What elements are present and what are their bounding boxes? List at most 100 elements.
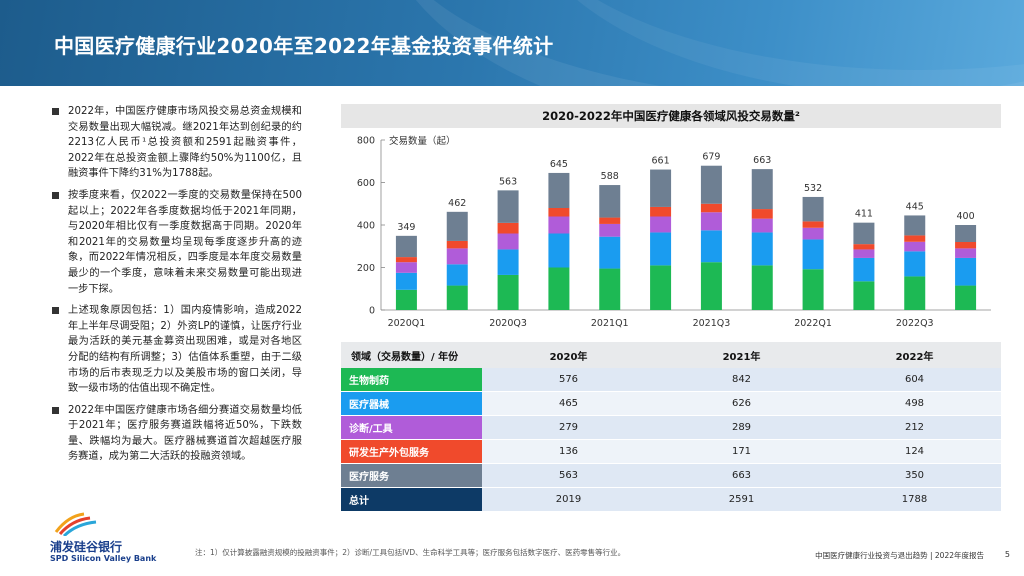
table-cell: 124 [828,439,1001,464]
table-cell: 604 [828,368,1001,392]
page-title: 中国医疗健康行业2020年至2022年基金投资事件统计 [54,34,554,58]
table-row-label: 总计 [341,487,482,512]
bar-segment [650,232,672,266]
bar-segment [904,276,926,310]
bullet-item: 2022年中国医疗健康市场各细分赛道交易数量均低于2021年；医疗服务赛道跌幅将… [52,403,302,465]
table-row: 医疗器械 465 626 498 [341,391,1001,416]
bar-total-label: 349 [397,222,415,233]
bar-total-label: 645 [550,159,568,170]
bar-segment [446,285,468,310]
bar-total-label: 532 [804,183,822,194]
bullet-text: 上述现象原因包括：1）国内疫情影响，造成2022年上半年尽调受阻；2）外资LP的… [68,305,302,395]
bar-total-label: 462 [448,198,466,209]
chart-title: 2020-2022年中国医疗健康各领域风投交易数量² [341,104,1001,128]
bullet-text: 2022年，中国医疗健康市场风投交易总资金规模和交易数量出现大幅锐减。继2021… [68,106,302,180]
bar-segment [395,235,417,258]
logo-english-name: SPD Silicon Valley Bank [50,554,157,563]
table-cell: 842 [655,368,828,392]
bar-total-label: 661 [652,156,670,167]
bar-total-label: 679 [702,152,720,163]
bar-total-label: 663 [753,155,771,166]
bar-segment [853,249,875,258]
x-tick-label: 2020Q3 [489,318,527,329]
bar-segment [853,244,875,250]
bar-segment [955,257,977,286]
table-row-label: 医疗服务 [341,463,482,488]
y-tick-label: 200 [357,263,375,274]
bar-segment [497,222,519,234]
bar-segment [802,239,824,270]
table-cell: 626 [655,391,828,416]
y-tick-label: 400 [357,221,375,232]
bullet-item: 上述现象原因包括：1）国内疫情影响，造成2022年上半年尽调受阻；2）外资LP的… [52,303,302,397]
y-tick-label: 600 [357,178,375,189]
bar-segment [650,169,672,207]
bar-segment [751,218,773,233]
bullet-text: 按季度来看，仅2022一季度的交易数量保持在500起以上；2022年各季度数据均… [68,189,302,295]
bar-segment [700,262,722,310]
brand-logo: 浦发硅谷银行 SPD Silicon Valley Bank [50,512,190,570]
bullet-item: 2022年，中国医疗健康市场风投交易总资金规模和交易数量出现大幅锐减。继2021… [52,104,302,182]
bar-segment [497,274,519,310]
table-total-row: 总计 2019 2591 1788 [341,487,1001,512]
table-header-cell: 2022年 [828,342,1001,368]
bullet-text: 2022年中国医疗健康市场各细分赛道交易数量均低于2021年；医疗服务赛道跌幅将… [68,404,302,463]
table-row-label: 诊断/工具 [341,415,482,440]
bar-segment [955,285,977,310]
bar-segment [446,248,468,265]
bar-segment [904,215,926,236]
report-footer: 中国医疗健康行业投资与退出趋势 | 2022年度报告 [815,551,984,560]
logo-mark-icon [54,512,97,536]
bar-total-label: 400 [957,211,975,222]
bar-segment [446,264,468,286]
table-cell: 663 [655,463,828,488]
chart-container: 2020-2022年中国医疗健康各领域风投交易数量² 0 200 400 600 800… [341,104,1001,340]
bar-segment [904,241,926,252]
bullet-marker [52,406,59,414]
bar-segment [700,212,722,231]
y-axis-label: 交易数量（起） [389,135,456,147]
table-header-cell: 2021年 [655,342,828,368]
bar-segment [548,208,570,217]
logo-chinese-name: 浦发硅谷银行 [50,540,123,554]
bar-segment [802,196,824,222]
table-cell: 136 [482,439,655,464]
y-tick-label: 800 [357,136,375,147]
bar-segment [650,265,672,310]
table-row-label: 医疗器械 [341,391,482,416]
bar-segment [751,209,773,219]
table-cell: 576 [482,368,655,392]
table-cell: 1788 [828,487,1001,512]
bar-total-label: 588 [601,171,619,182]
data-table: 领域（交易数量）/ 年份 2020年 2021年 2022年 生物制药 576 84… [341,342,1001,512]
bar-segment [802,227,824,240]
page-number: 5 [1004,550,1010,559]
bar-segment [955,248,977,258]
table-cell: 212 [828,415,1001,440]
table-cell: 350 [828,463,1001,488]
bar-segment [599,268,621,310]
bar-segment [802,221,824,228]
table-row-label: 研发生产外包服务 [341,439,482,464]
x-tick-label: 2022Q1 [794,318,832,329]
bar-segment [751,169,773,210]
bar-segment [599,223,621,237]
table-cell: 563 [482,463,655,488]
bullet-marker [52,307,59,315]
bar-segment [904,235,926,242]
bar-segment [497,233,519,250]
bar-segment [853,281,875,310]
bar-segment [497,249,519,275]
bar-segment [395,272,417,290]
bullet-list: 2022年，中国医疗健康市场风投交易总资金规模和交易数量出现大幅锐减。继2021… [52,104,302,471]
bar-segment [497,190,519,223]
bar-segment [548,233,570,268]
bar-segment [955,242,977,249]
bar-segment [700,165,722,204]
bar-segment [853,257,875,282]
bar-segment [853,222,875,245]
bar-segment [395,289,417,310]
x-tick-label: 2022Q3 [896,318,934,329]
x-tick-label: 2021Q1 [591,318,629,329]
x-tick-label: 2020Q1 [388,318,426,329]
